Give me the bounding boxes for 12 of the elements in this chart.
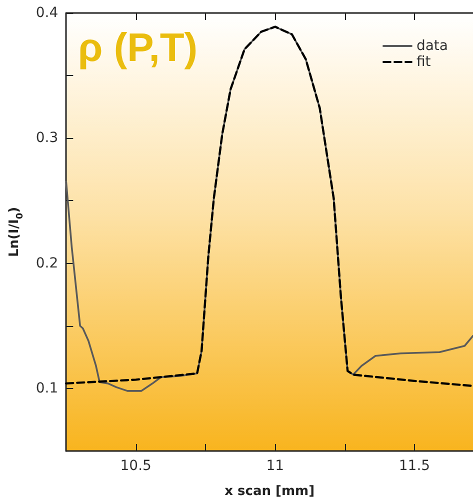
x-axis-title: x scan [mm] [224, 484, 315, 499]
y-tick-label: 0.1 [36, 380, 58, 396]
y-axis-title: Ln(I/I0) [7, 206, 26, 258]
x-tick-label: 11.5 [398, 458, 430, 474]
y-tick-label: 0.4 [36, 5, 58, 21]
legend-label: data [416, 38, 448, 54]
y-tick-label: 0.2 [36, 255, 58, 272]
x-tick-label: 10.5 [120, 458, 152, 474]
legend-label: fit [416, 54, 432, 70]
annotation: ρ (P,T) [78, 26, 198, 70]
x-tick-label: 11 [266, 458, 284, 474]
y-tick-label: 0.3 [36, 130, 58, 146]
